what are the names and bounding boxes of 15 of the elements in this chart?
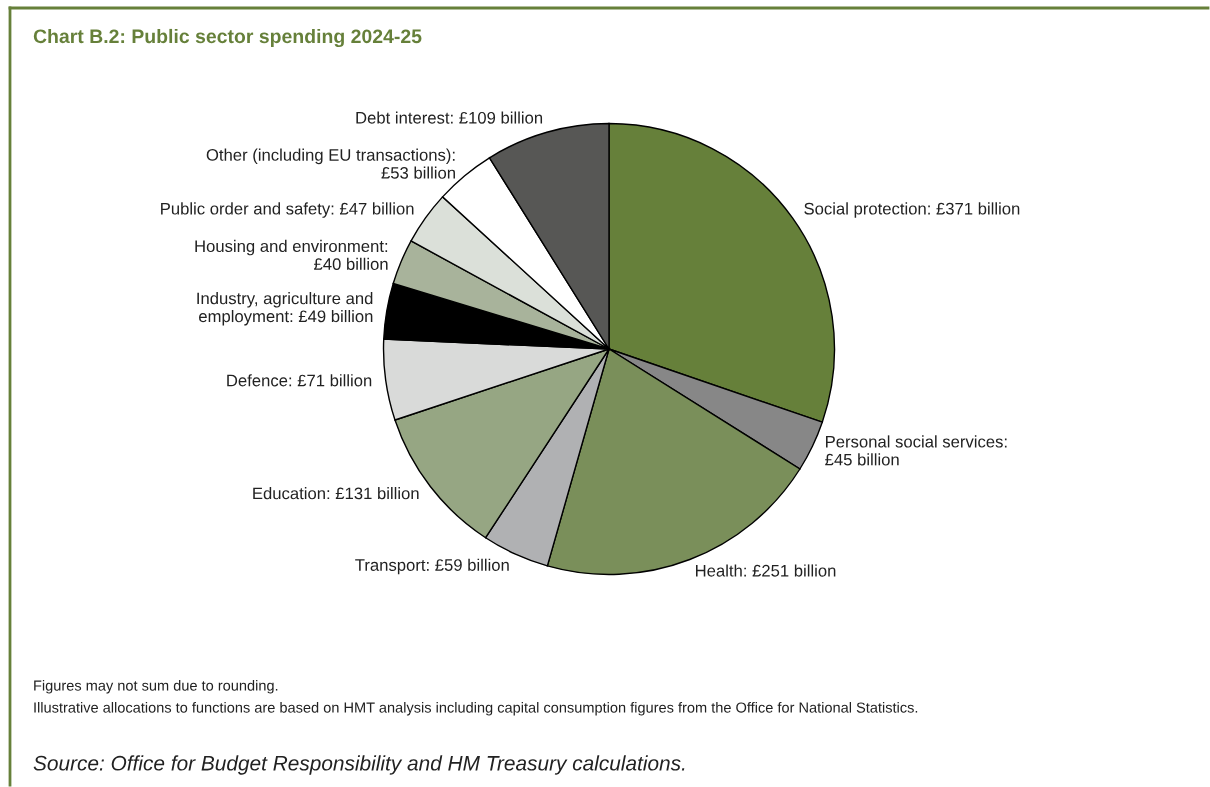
slice-label: Defence: £71 billion	[227, 374, 372, 387]
slice-label: Personal social services: £45 billion	[825, 435, 1007, 466]
slice-label: Health: £251 billion	[696, 564, 836, 577]
source-note: Source: Office for Budget Responsibility and HM Treasury calculations.	[33, 755, 685, 775]
slice-label: Social protection: £371 billion	[804, 202, 1020, 218]
chart-title: Chart B.2: Public sector spending 2024-25	[33, 28, 422, 48]
slice-label: Public order and safety: £47 billion	[161, 202, 414, 218]
slice-label: Transport: £59 billion	[355, 558, 509, 575]
text: Figures may not sum due to rounding.	[34, 680, 278, 694]
slice-label: Housing and environment: £40 billion	[195, 239, 388, 270]
slice-label: Industry, agriculture and employment: £49 billion	[197, 292, 373, 326]
slice-label: Other (including EU transactions): £53 billion	[206, 148, 455, 179]
slice-label: Debt interest: £109 billion	[356, 111, 543, 124]
text: Illustrative allocations to functions are based on HMT analysis including capital consumption figures from the Office for National Statistics.	[34, 702, 918, 716]
slice-label: Education: £131 billion	[253, 487, 419, 500]
